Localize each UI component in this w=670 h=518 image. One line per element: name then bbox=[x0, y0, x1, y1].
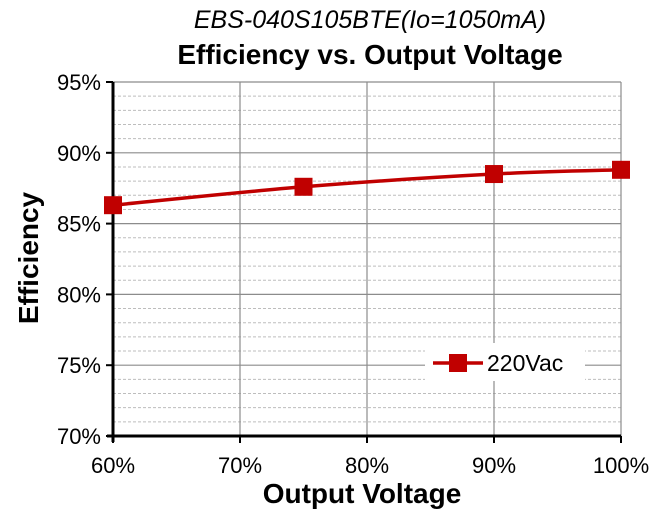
data-point-marker bbox=[612, 160, 630, 179]
x-axis-label: Output Voltage bbox=[263, 478, 462, 509]
chart-subtitle: EBS-040S105BTE(Io=1050mA) bbox=[194, 6, 546, 34]
series-line bbox=[112, 168, 622, 207]
y-tick-label: 75% bbox=[57, 353, 101, 378]
y-axis-label: Efficiency bbox=[13, 191, 44, 324]
x-tick-label: 70% bbox=[218, 453, 262, 478]
plot-area: 70% 75% 80% 85% 90% 95% 60% 70% 80% 90% 100% 220Vac bbox=[57, 70, 649, 478]
y-tick-label: 85% bbox=[57, 212, 101, 237]
y-tick-label: 80% bbox=[57, 282, 101, 307]
x-tick-label: 80% bbox=[345, 453, 389, 478]
data-point-marker bbox=[104, 196, 122, 215]
x-tick-label: 60% bbox=[91, 453, 135, 478]
legend-label: 220Vac bbox=[487, 350, 563, 376]
data-point-marker bbox=[294, 177, 313, 196]
chart-title: Efficiency vs. Output Voltage bbox=[177, 39, 562, 70]
y-tick-label: 70% bbox=[57, 424, 101, 449]
y-tick-label: 95% bbox=[57, 70, 101, 95]
data-point-marker bbox=[485, 165, 503, 184]
x-tick-label: 100% bbox=[593, 453, 649, 478]
legend-marker bbox=[449, 354, 467, 372]
y-tick-label: 90% bbox=[57, 141, 101, 166]
x-tick-label: 90% bbox=[472, 453, 516, 478]
